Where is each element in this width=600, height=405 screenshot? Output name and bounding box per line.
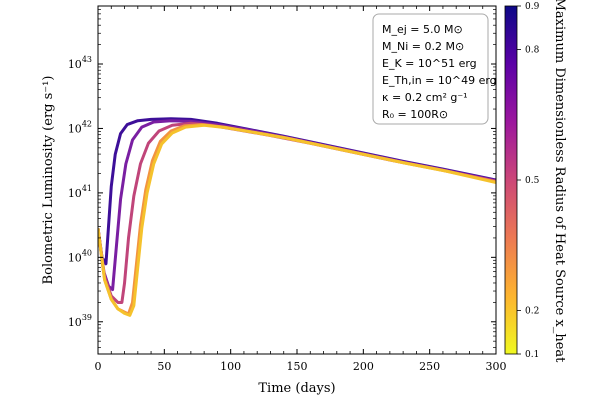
colorbar-label: Maximum Dimensionless Radius of Heat Sou… bbox=[552, 0, 567, 363]
plot-lines bbox=[98, 117, 496, 317]
y-tick-label: 1041 bbox=[68, 184, 92, 200]
y-tick-label: 1043 bbox=[68, 55, 92, 71]
x-tick-label: 150 bbox=[287, 360, 308, 373]
colorbar-tick-label: 0.9 bbox=[525, 2, 540, 12]
legend-item: E_Th,in = 10^49 erg bbox=[382, 74, 497, 87]
colorbar-tick-label: 0.5 bbox=[525, 176, 540, 186]
parameter-legend: M_ej = 5.0 M⊙ M_Ni = 0.2 M⊙ E_K = 10^51 … bbox=[372, 13, 497, 125]
colorbar-gradient bbox=[504, 5, 518, 355]
colorbar-ticks: 0.1 0.2 0.5 0.8 0.9 bbox=[517, 2, 540, 360]
y-axis-label: Bolometric Luminosity (erg s⁻¹) bbox=[41, 76, 56, 285]
x-tick-label: 250 bbox=[419, 360, 440, 373]
y-tick-label: 1039 bbox=[68, 313, 92, 329]
colorbar: 0.1 0.2 0.5 0.8 0.9 Maximum Dimensionless Ra… bbox=[504, 0, 567, 363]
colorbar-tick-label: 0.2 bbox=[525, 307, 539, 317]
series-line bbox=[98, 123, 496, 317]
x-axis: 0 50 100 150 200 250 300 bbox=[95, 6, 507, 373]
y-tick-label: 1040 bbox=[68, 248, 92, 264]
colorbar-tick-label: 0.1 bbox=[525, 350, 539, 360]
y-tick-label: 1042 bbox=[68, 119, 92, 135]
legend-item: M_ej = 5.0 M⊙ bbox=[382, 23, 463, 36]
x-tick-label: 50 bbox=[157, 360, 171, 373]
legend-item: R₀ = 100R⊙ bbox=[382, 108, 448, 121]
legend-box bbox=[372, 13, 489, 125]
legend-item: E_K = 10^51 erg bbox=[382, 57, 477, 70]
x-tick-label: 0 bbox=[95, 360, 102, 373]
x-tick-label: 100 bbox=[220, 360, 241, 373]
x-tick-label: 200 bbox=[353, 360, 374, 373]
legend-item: M_Ni = 0.2 M⊙ bbox=[382, 40, 464, 53]
colorbar-tick-label: 0.8 bbox=[525, 46, 540, 56]
x-axis-label: Time (days) bbox=[258, 381, 335, 396]
legend-item: κ = 0.2 cm² g⁻¹ bbox=[382, 91, 468, 104]
x-tick-label: 300 bbox=[486, 360, 507, 373]
y-axis: 1039 1040 1041 1042 1043 bbox=[68, 9, 496, 348]
